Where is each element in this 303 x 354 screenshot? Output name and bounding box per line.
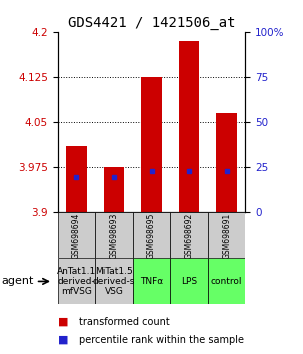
Text: GSM698693: GSM698693 (109, 212, 118, 259)
Text: GSM698691: GSM698691 (222, 212, 231, 258)
Bar (133, 212, 170, 258)
Text: AnTat1.1
derived-
mfVSG: AnTat1.1 derived- mfVSG (57, 267, 96, 296)
Bar (66, 146, 87, 212)
Text: percentile rank within the sample: percentile rank within the sample (79, 335, 244, 345)
Bar (170, 258, 208, 304)
Text: control: control (211, 277, 242, 286)
Bar (95, 212, 133, 258)
Bar (104, 167, 124, 212)
Text: GSM698695: GSM698695 (147, 212, 156, 259)
Bar (208, 212, 245, 258)
Text: agent: agent (2, 276, 34, 286)
Bar (58, 258, 95, 304)
Text: GSM698694: GSM698694 (72, 212, 81, 259)
Bar (141, 77, 162, 212)
Bar (208, 258, 245, 304)
Text: transformed count: transformed count (79, 317, 170, 327)
Bar (133, 258, 170, 304)
Bar (58, 212, 95, 258)
Text: ■: ■ (58, 335, 72, 345)
Text: ■: ■ (58, 317, 72, 327)
Text: GSM698692: GSM698692 (185, 212, 194, 258)
Bar (179, 41, 199, 212)
Text: GDS4421 / 1421506_at: GDS4421 / 1421506_at (68, 16, 235, 30)
Bar (216, 113, 237, 212)
Bar (170, 212, 208, 258)
Text: TNFα: TNFα (140, 277, 163, 286)
Bar (95, 258, 133, 304)
Text: LPS: LPS (181, 277, 197, 286)
Text: MiTat1.5
derived-s
VSG: MiTat1.5 derived-s VSG (93, 267, 135, 296)
